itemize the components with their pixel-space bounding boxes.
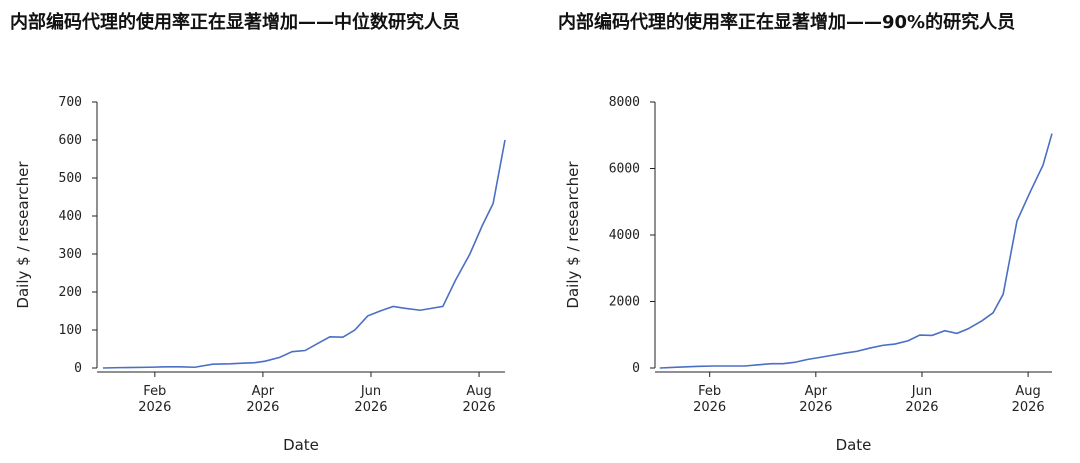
y-tick-label: 6000 — [609, 162, 640, 177]
y-tick-label: 8000 — [609, 95, 640, 110]
x-tick-label: Jun 2026 — [354, 384, 387, 415]
y-axis-label: Daily $ / researcher — [564, 161, 582, 309]
x-tick-label: Feb 2026 — [138, 384, 171, 415]
x-tick-label: Aug 2026 — [1012, 384, 1045, 415]
chart-title: 内部编码代理的使用率正在显著增加——90%的研究人员 — [558, 12, 1016, 33]
y-tick-label: 4000 — [609, 228, 640, 243]
x-tick-label: Feb 2026 — [693, 384, 726, 415]
line — [659, 133, 1053, 369]
y-tick-label: 600 — [59, 133, 82, 148]
line — [102, 139, 506, 369]
y-tick-label: 0 — [632, 361, 640, 376]
x-tick-label: Apr 2026 — [246, 384, 279, 415]
y-tick-label: 0 — [74, 361, 82, 376]
x-tick-label: Aug 2026 — [463, 384, 496, 415]
x-axis-label: Date — [836, 436, 872, 454]
y-tick-label: 200 — [59, 285, 82, 300]
y-tick-label: 100 — [59, 323, 82, 338]
y-tick-label: 700 — [59, 95, 82, 110]
x-axis-label: Date — [283, 436, 319, 454]
y-tick-label: 400 — [59, 209, 82, 224]
x-tick-label: Apr 2026 — [799, 384, 832, 415]
x-tick-label: Jun 2026 — [905, 384, 938, 415]
y-tick-label: 500 — [59, 171, 82, 186]
chart-title: 内部编码代理的使用率正在显著增加——中位数研究人员 — [10, 12, 460, 33]
y-tick-label: 2000 — [609, 295, 640, 310]
y-axis-label: Daily $ / researcher — [14, 161, 32, 309]
y-tick-label: 300 — [59, 247, 82, 262]
